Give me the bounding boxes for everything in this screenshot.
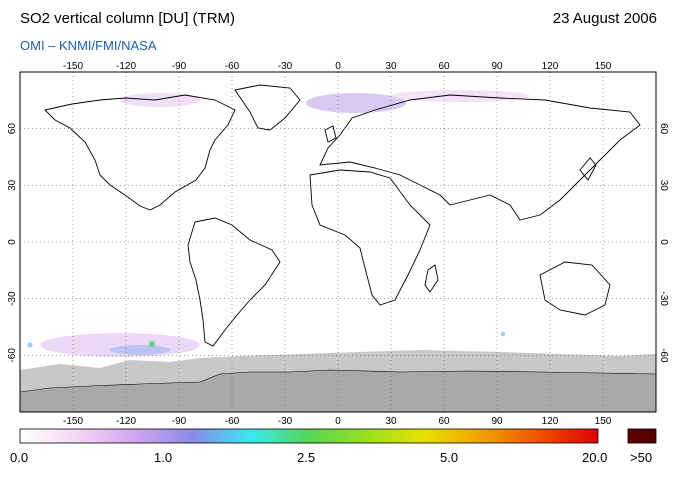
coast-africa (309, 169, 431, 306)
colorbar-label-5: >50 (630, 450, 653, 465)
colorbar (19, 428, 599, 444)
lon-tick-label-top: 90 (491, 61, 503, 72)
colorbar-overflow-swatch (627, 428, 657, 444)
map-date: 23 August 2006 (552, 10, 657, 27)
so2-patch-canada (120, 93, 200, 107)
so2-point (27, 342, 33, 348)
lon-tick-label-top: -30 (278, 61, 293, 72)
lat-tick-label-right: 60 (658, 123, 669, 135)
lon-tick-label-bottom: -60 (225, 416, 240, 427)
lon-tick-label-bottom: 60 (438, 416, 450, 427)
coast-madagascar (424, 264, 439, 293)
colorbar-label-1: 1.0 (154, 450, 173, 465)
coastlines (44, 84, 641, 347)
lat-tick-label-right: -30 (658, 291, 669, 306)
gridlines (20, 72, 656, 412)
lon-ticks-bottom: -150 -120 -90 -60 -30 0 30 60 90 120 150 (63, 416, 612, 427)
lon-tick-label-top: 60 (438, 61, 450, 72)
colorbar-label-0: 0.0 (10, 450, 29, 465)
lon-tick-label-top: -60 (225, 61, 240, 72)
lon-tick-label-bottom: 30 (385, 416, 397, 427)
lon-tick-label-bottom: -90 (172, 416, 187, 427)
lon-tick-label-top: -120 (116, 61, 136, 72)
coast-north-america (44, 94, 236, 211)
map-frame (19, 71, 657, 413)
lon-tick-label-bottom: 150 (595, 416, 612, 427)
lat-tick-label-right: 30 (658, 180, 669, 192)
lon-tick-label-bottom: -150 (63, 416, 83, 427)
lat-tick-label-right: 0 (658, 239, 669, 245)
data-source: OMI – KNMI/FMI/NASA (20, 38, 157, 53)
lon-tick-label-bottom: 0 (335, 416, 341, 427)
lon-tick-label-bottom: 120 (542, 416, 559, 427)
lon-tick-label-top: 30 (385, 61, 397, 72)
coast-greenland (234, 84, 301, 131)
coast-uk (324, 125, 337, 143)
lon-tick-label-top: -90 (172, 61, 187, 72)
so2-point (501, 332, 505, 336)
lon-tick-label-top: -150 (63, 61, 83, 72)
lat-ticks-left: 60 30 0 -30 -60 (7, 123, 18, 363)
lat-tick-label-right: -60 (658, 348, 669, 363)
coast-eurasia (319, 94, 641, 221)
colorbar-label-4: 20.0 (582, 450, 608, 465)
lon-tick-label-top: 0 (335, 61, 341, 72)
map-title: SO2 vertical column [DU] (TRM) (20, 10, 236, 27)
coast-japan (579, 157, 597, 181)
colorbar-label-2: 2.5 (297, 450, 316, 465)
lon-tick-label-bottom: -120 (116, 416, 136, 427)
lat-tick-label-left: 0 (7, 239, 18, 245)
lat-tick-label-left: 30 (7, 179, 18, 191)
so2-patch-drake (110, 345, 170, 355)
lon-ticks-top: -150 -120 -90 -60 -30 0 30 60 90 120 150 (63, 61, 612, 72)
lon-tick-label-top: 150 (595, 61, 612, 72)
lon-tick-label-bottom: 90 (491, 416, 503, 427)
lon-tick-label-bottom: -30 (278, 416, 293, 427)
lat-ticks-right: 60 30 0 -30 -60 (658, 123, 669, 363)
colorbar-label-3: 5.0 (440, 450, 459, 465)
coast-australia (539, 261, 611, 316)
lon-tick-label-top: 120 (542, 61, 559, 72)
lat-tick-label-left: 60 (7, 123, 18, 135)
lat-tick-label-left: -60 (7, 348, 18, 363)
so2-point-high (149, 341, 155, 347)
coast-south-america (187, 217, 281, 347)
lat-tick-label-left: -30 (7, 291, 18, 306)
